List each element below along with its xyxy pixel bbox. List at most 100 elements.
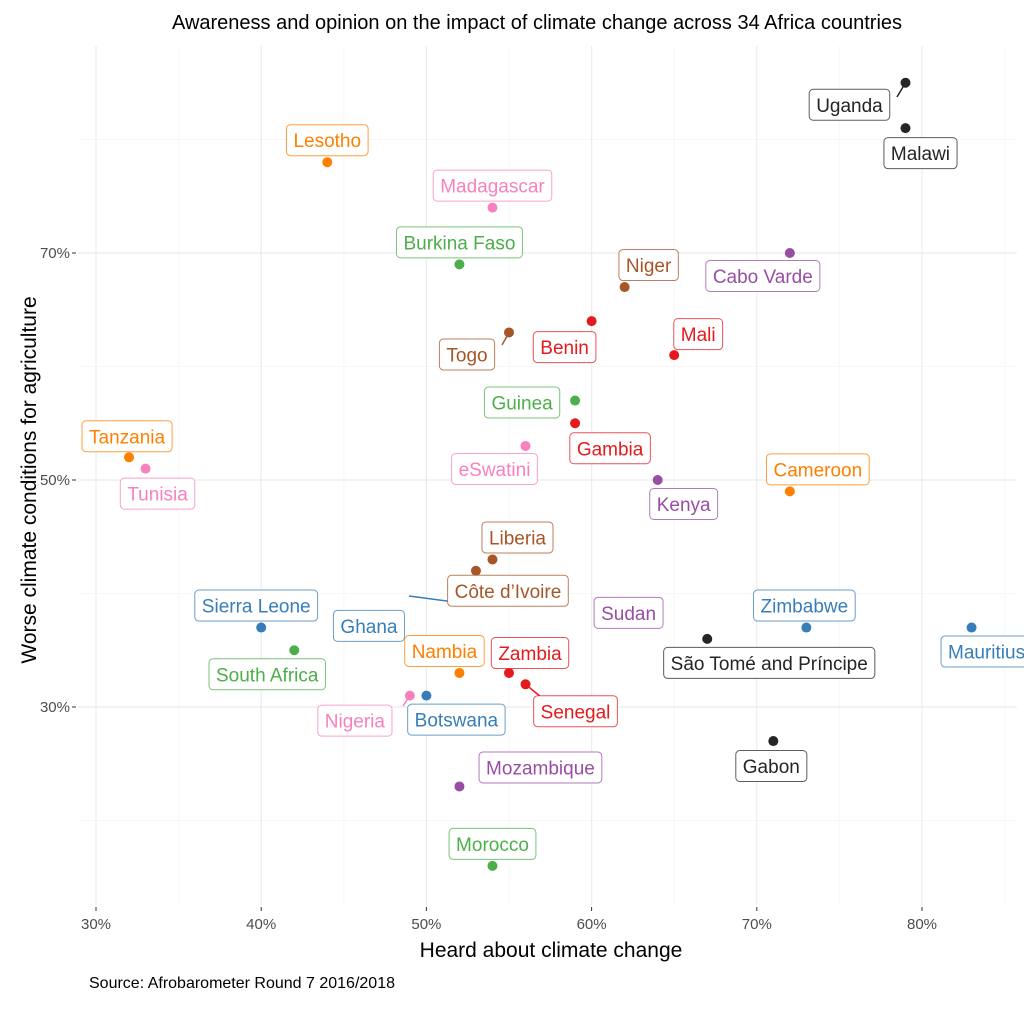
label-box: [208, 658, 326, 691]
data-point: [140, 463, 151, 474]
label-box: [593, 596, 664, 629]
data-point: [652, 475, 663, 485]
label-box: [883, 137, 958, 170]
label-text: Mauritius: [948, 643, 1024, 664]
label-text: Ghana: [340, 617, 397, 638]
label-box: [119, 477, 196, 510]
data-point: [454, 259, 465, 270]
y-axis-ticks: 30% 50% 70%: [40, 245, 76, 716]
data-label: Mozambique: [478, 751, 603, 784]
data-point: [520, 440, 531, 451]
label-text: Malawi: [891, 144, 950, 165]
data-point: [504, 667, 514, 678]
data-point: [784, 248, 795, 258]
label-text: Tanzania: [89, 427, 165, 448]
label-text: Liberia: [489, 528, 546, 549]
chart-title: Awareness and opinion on the impact of c…: [172, 12, 902, 34]
label-text: Niger: [626, 256, 672, 277]
data-point: [404, 690, 415, 701]
label-text: São Tomé and Príncipe: [671, 654, 868, 675]
data-label: South Africa: [208, 658, 326, 691]
label-text: Côte d’Ivoire: [455, 582, 562, 603]
x-tick-label: 40%: [246, 916, 276, 933]
data-point: [768, 736, 779, 747]
data-point: [586, 316, 597, 327]
data-point: [570, 418, 581, 429]
data-label: Senegal: [533, 695, 618, 728]
label-box: [618, 249, 679, 282]
data-point: [256, 622, 267, 633]
data-label: Kenya: [649, 488, 719, 520]
data-point: [454, 781, 465, 792]
data-label: Lesotho: [285, 124, 369, 157]
label-box: [432, 169, 553, 202]
data-label: Guinea: [483, 386, 561, 419]
data-point: [619, 282, 630, 293]
data-label: Gabon: [735, 750, 808, 783]
data-point: [900, 123, 911, 134]
label-box: [808, 88, 891, 121]
x-tick-label: 70%: [742, 916, 772, 933]
data-label: Cabo Varde: [705, 260, 821, 292]
data-label: Mauritius: [940, 635, 1024, 668]
data-label: Morocco: [448, 827, 537, 860]
y-tick-label: 30%: [40, 699, 70, 716]
data-point: [702, 633, 713, 644]
label-box: [447, 574, 569, 607]
label-text: Cameroon: [773, 460, 862, 481]
data-label: Burkina Faso: [395, 226, 523, 259]
label-box: [532, 331, 597, 364]
data-point: [487, 554, 498, 565]
label-text: Zimbabwe: [761, 597, 849, 618]
label-text: Madagascar: [440, 177, 545, 198]
x-axis-title: Heard about climate change: [420, 939, 683, 962]
label-text: Sierra Leone: [202, 597, 311, 618]
data-point: [520, 679, 531, 690]
label-text: eSwatini: [459, 460, 531, 481]
label-box: [478, 751, 603, 784]
data-point: [801, 622, 812, 633]
x-tick-label: 30%: [81, 916, 111, 933]
data-point: [124, 452, 135, 463]
label-text: Burkina Faso: [403, 233, 515, 254]
label-box: [705, 260, 821, 292]
label-box: [753, 589, 856, 622]
data-label: Niger: [618, 249, 679, 282]
data-label: Liberia: [481, 521, 554, 554]
label-text: Guinea: [491, 394, 553, 415]
data-point: [487, 202, 498, 213]
data-point: [470, 565, 481, 576]
x-tick-label: 50%: [411, 916, 441, 933]
data-label: São Tomé and Príncipe: [663, 646, 876, 679]
y-tick-label: 50%: [40, 472, 70, 489]
x-tick-label: 60%: [577, 916, 607, 933]
label-box: [194, 589, 319, 622]
data-point: [570, 395, 581, 406]
label-text: Zambia: [498, 644, 562, 665]
data-label: Benin: [532, 331, 597, 364]
data-label: Nigeria: [317, 704, 393, 737]
label-box: [735, 750, 808, 783]
label-box: [448, 827, 537, 860]
label-box: [81, 420, 173, 453]
data-label: Gambia: [569, 432, 651, 465]
label-box: [569, 432, 651, 465]
data-points: [124, 77, 977, 871]
data-label: eSwatini: [451, 452, 538, 485]
label-text: Benin: [540, 338, 589, 359]
x-axis-ticks: 30% 40% 50% 60% 70% 80%: [81, 907, 937, 933]
data-label: Mali: [673, 318, 724, 351]
label-box: [395, 226, 523, 259]
source-caption: Source: Afrobarometer Round 7 2016/2018: [89, 975, 395, 992]
label-box: [285, 124, 369, 157]
data-label: Cameroon: [765, 453, 870, 486]
data-label: Zimbabwe: [753, 589, 856, 622]
data-point: [784, 486, 795, 497]
label-box: [765, 453, 870, 486]
label-text: Nigeria: [325, 712, 386, 733]
label-box: [673, 318, 724, 351]
label-text: Gambia: [577, 439, 644, 460]
label-text: Cabo Varde: [713, 267, 813, 288]
label-text: South Africa: [216, 665, 319, 686]
